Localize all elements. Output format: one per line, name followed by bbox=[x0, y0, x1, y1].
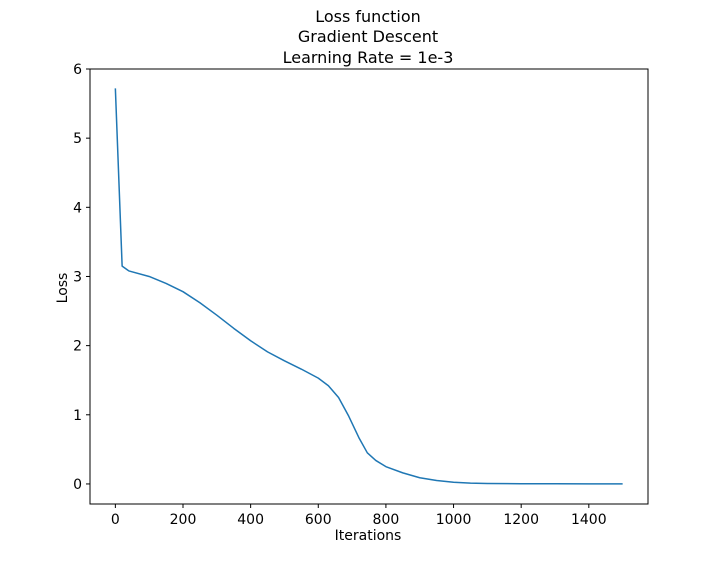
series-line-loss bbox=[114, 88, 623, 485]
chart-title-line-3: Learning Rate = 1e-3 bbox=[283, 48, 454, 67]
x-tick-label: 0 bbox=[111, 512, 120, 528]
x-tick-label: 1200 bbox=[503, 512, 539, 528]
y-tick-label: 3 bbox=[73, 269, 82, 285]
plot-area-frame bbox=[89, 68, 649, 505]
x-axis-label: Iterations bbox=[335, 528, 402, 544]
x-tick-label: 1400 bbox=[571, 512, 607, 528]
chart-title-line-1: Loss function bbox=[315, 7, 421, 26]
y-tick-label: 1 bbox=[73, 408, 82, 424]
y-tick-label: 5 bbox=[73, 131, 82, 147]
y-tick-label: 6 bbox=[73, 62, 82, 78]
x-tick-label: 800 bbox=[373, 512, 400, 528]
x-tick-label: 600 bbox=[305, 512, 332, 528]
y-axis-label: Loss bbox=[55, 273, 71, 304]
series-group bbox=[114, 88, 623, 485]
y-tick-label: 4 bbox=[73, 200, 82, 216]
x-tick-label: 1000 bbox=[436, 512, 472, 528]
x-tick-label: 200 bbox=[170, 512, 197, 528]
axis-ticks: 0 200 400 600 800 1000 1200 1400 0 1 2 3 4 5 6 bbox=[73, 62, 607, 528]
y-tick-label: 2 bbox=[73, 339, 82, 355]
chart-title-line-2: Gradient Descent bbox=[298, 27, 438, 46]
x-tick-label: 400 bbox=[237, 512, 264, 528]
y-tick-label: 0 bbox=[73, 477, 82, 493]
